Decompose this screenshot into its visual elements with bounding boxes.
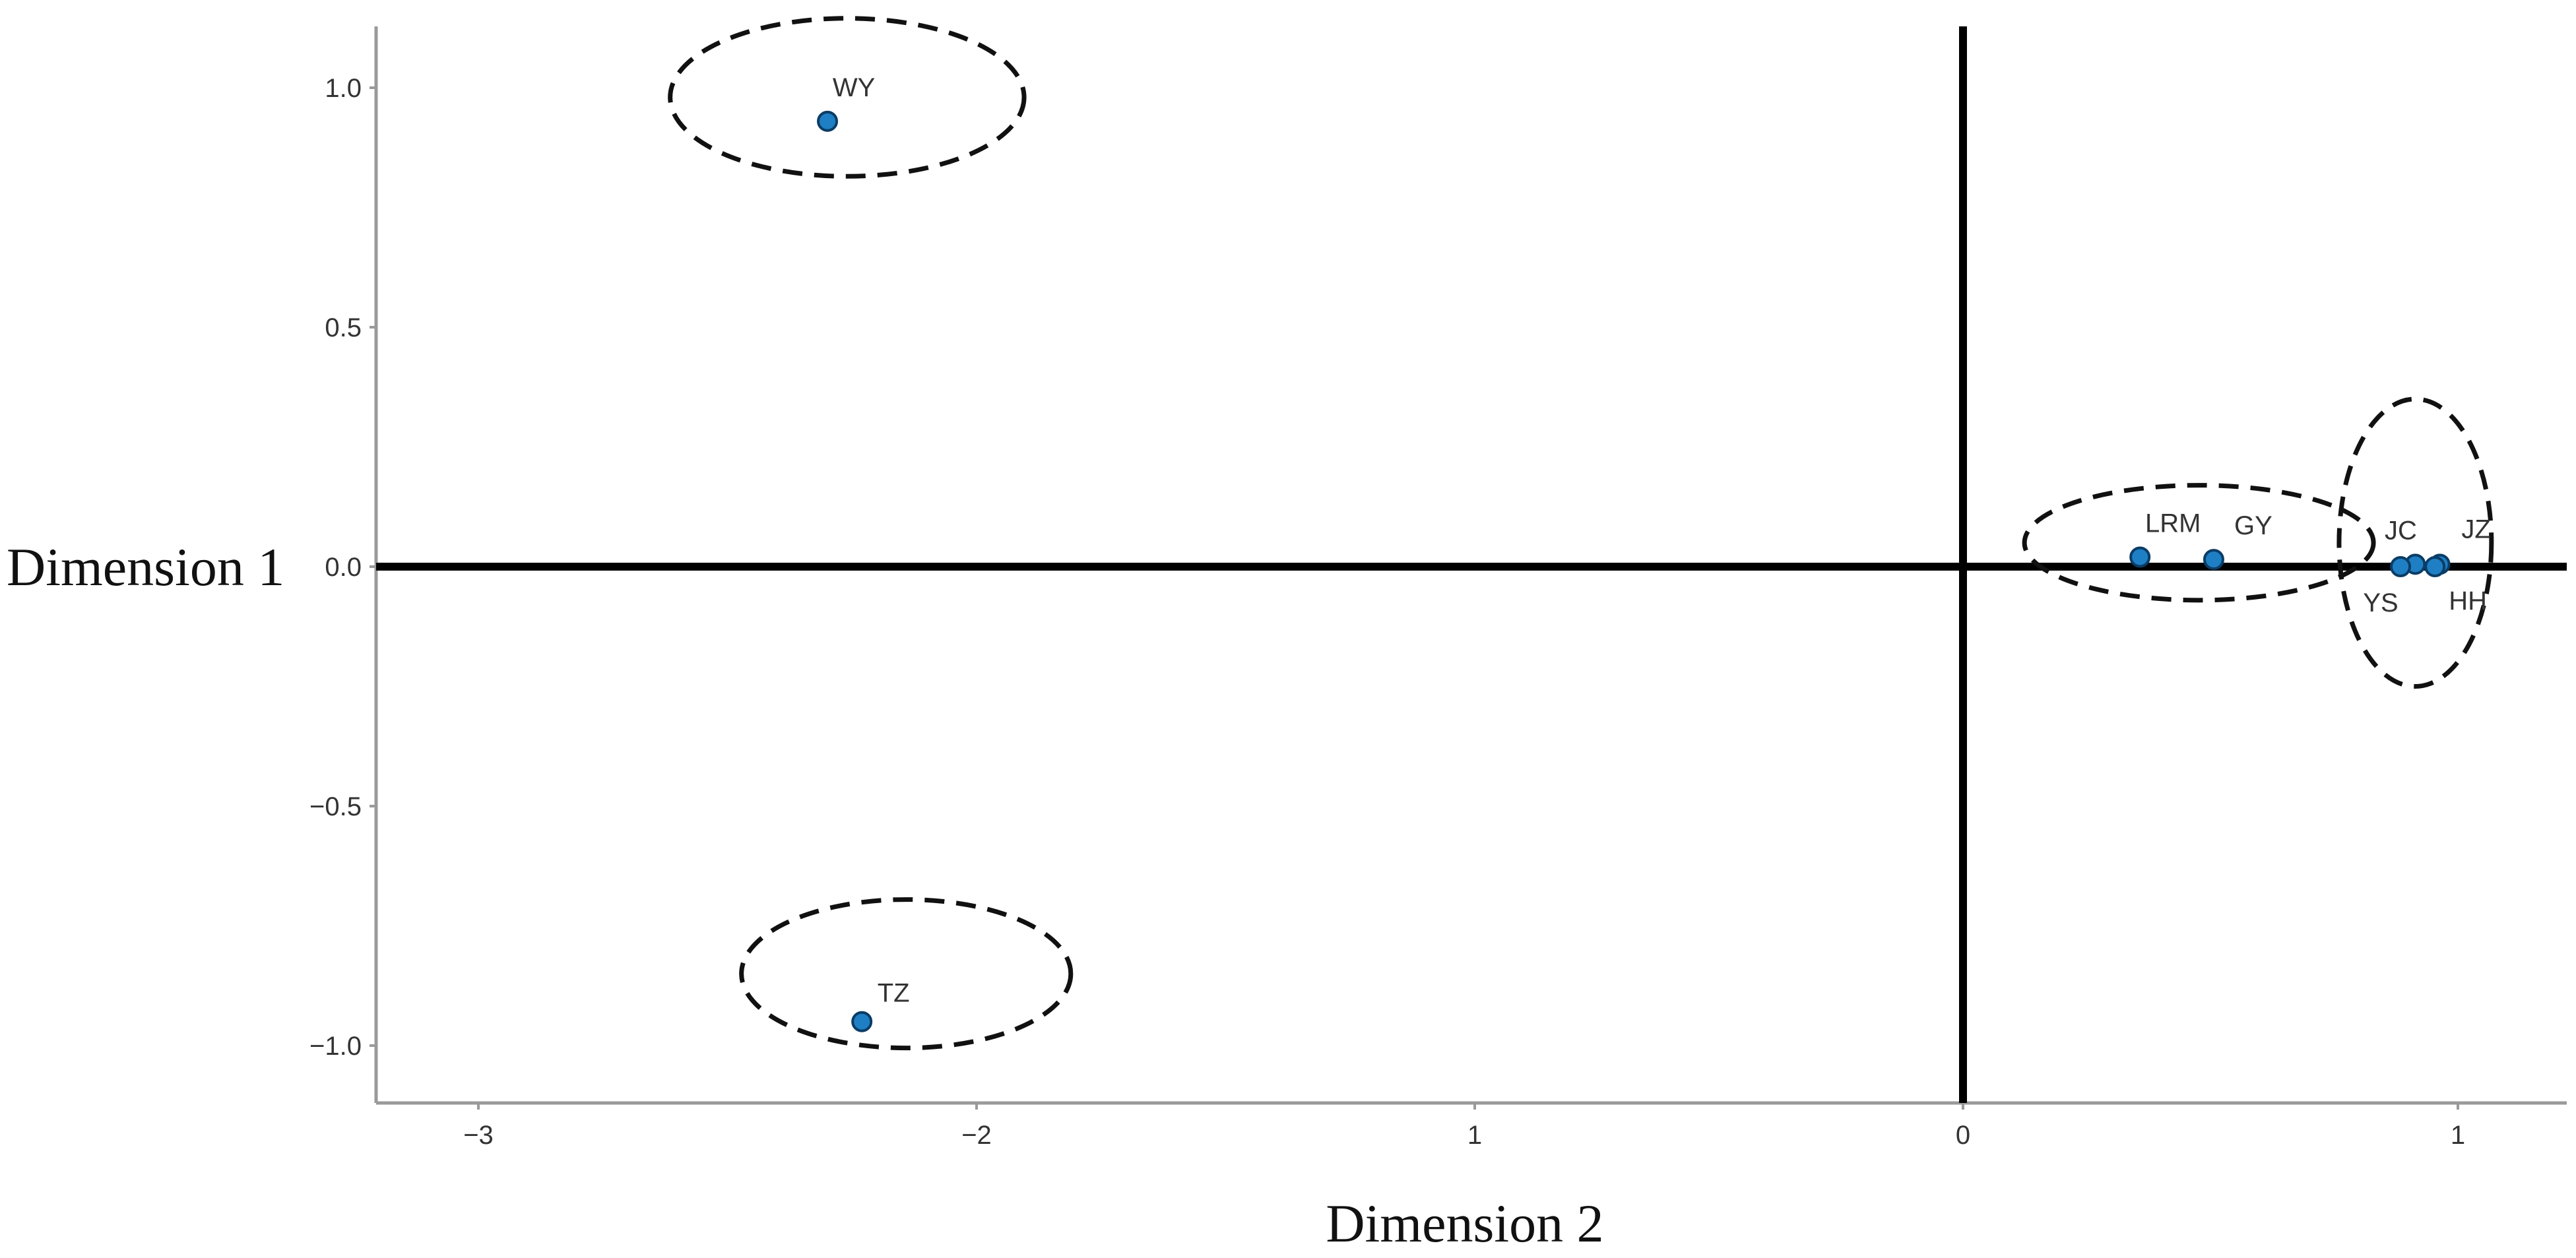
x-tick-label: 1 [2451,1121,2465,1150]
y-tick-label: 0.0 [325,553,362,582]
y-tick-label: 0.5 [325,313,362,342]
y-tick-label: 1.0 [325,74,362,103]
point-label: GY [2234,511,2272,540]
x-tick-label: −2 [961,1121,992,1150]
x-tick-label: 1 [1467,1121,1482,1150]
point-label: TZ [878,979,910,1008]
data-point [2129,546,2151,568]
cluster-ellipse [739,897,1074,1051]
point-label: YS [2363,588,2398,617]
x-tick-label: 0 [1956,1121,1970,1150]
point-label: JC [2385,516,2417,545]
data-points: WY TZ LRM GY JC YS JZ HH [817,73,2491,1032]
y-axis-title: Dimension 1 [7,537,284,597]
data-point [2203,549,2224,571]
cluster-ellipses [668,16,2494,1051]
data-point [817,110,839,132]
cluster-ellipse [2336,396,2494,689]
x-axis-title: Dimension 2 [1326,1193,1603,1253]
x-tick-label: −3 [463,1121,494,1150]
y-tick-label: −0.5 [309,792,362,821]
cluster-ellipse [2022,483,2376,603]
axes [374,26,2567,1105]
point-label: JZ [2461,515,2490,544]
y-tick-label: −1.0 [309,1032,362,1061]
data-point [2424,556,2446,577]
tick-labels: −3 −2 1 0 1 1.0 0.5 0.0 −0.5 −1.0 [309,74,2465,1150]
data-point [851,1011,873,1032]
cluster-ellipse [668,16,1027,179]
data-point [2390,556,2412,577]
point-label: LRM [2145,509,2201,538]
point-label: WY [833,73,875,102]
point-label: HH [2449,586,2487,615]
